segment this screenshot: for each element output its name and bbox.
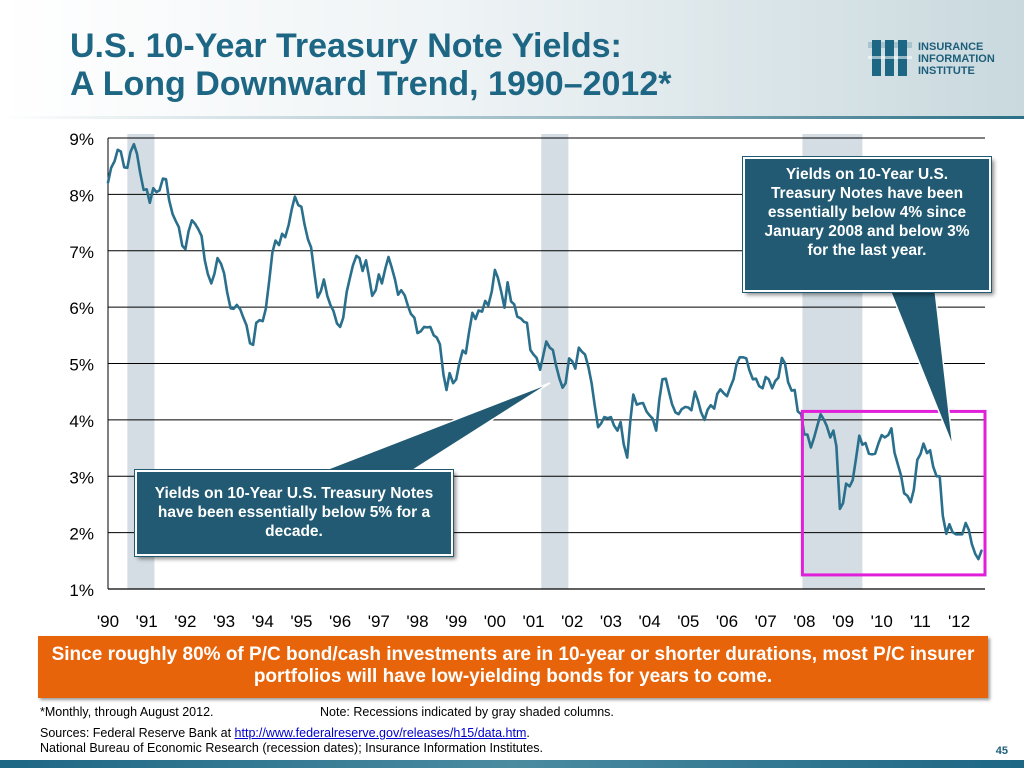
y-tick-label: 6% bbox=[69, 299, 94, 318]
yield-line bbox=[106, 142, 983, 561]
x-tick-label: '01 bbox=[522, 612, 544, 631]
x-tick-label: '04 bbox=[639, 612, 661, 631]
x-tick-label: '12 bbox=[948, 612, 970, 631]
conclusion-banner: Since roughly 80% of P/C bond/cash inves… bbox=[38, 636, 988, 698]
y-tick-label: 2% bbox=[69, 525, 94, 544]
y-tick-label: 4% bbox=[69, 412, 94, 431]
x-tick-label: '05 bbox=[677, 612, 699, 631]
sources-suffix: . bbox=[526, 726, 530, 740]
x-tick-label: '96 bbox=[329, 612, 351, 631]
federal-reserve-link[interactable]: http://www.federalreserve.gov/releases/h… bbox=[234, 726, 527, 740]
callout-decade: Yields on 10-Year U.S. Treasury Notes ha… bbox=[135, 470, 453, 556]
x-tick-label: '08 bbox=[793, 612, 815, 631]
y-tick-label: 3% bbox=[69, 468, 94, 487]
x-tick-label: '02 bbox=[561, 612, 583, 631]
logo-text-line2: INFORMATION bbox=[918, 53, 995, 65]
header-band bbox=[0, 0, 1024, 118]
x-tick-label: '11 bbox=[910, 612, 931, 631]
x-tick-label: '92 bbox=[174, 612, 196, 631]
x-tick-label: '00 bbox=[484, 612, 506, 631]
page-title: U.S. 10-Year Treasury Note Yields: bbox=[70, 27, 622, 65]
x-tick-label: '03 bbox=[600, 612, 622, 631]
x-tick-label: '09 bbox=[832, 612, 854, 631]
x-tick-label: '94 bbox=[252, 612, 274, 631]
x-tick-label: '10 bbox=[871, 612, 893, 631]
bottom-bar bbox=[0, 760, 1024, 768]
highlight-box bbox=[800, 409, 987, 577]
x-tick-label: '90 bbox=[97, 612, 119, 631]
callout-since-2008: Yields on 10-Year U.S. Treasury Notes ha… bbox=[743, 157, 991, 292]
callout-right-pointer bbox=[888, 289, 954, 448]
page-number: 45 bbox=[995, 745, 1008, 757]
footnote-sources: Sources: Federal Reserve Bank at http://… bbox=[40, 726, 530, 741]
x-tick-label: '06 bbox=[716, 612, 738, 631]
chart-highlight bbox=[800, 409, 987, 577]
chart-axes: 1% 2% 3% 4% 5% 6% 7% 8% 9% '90 '91 '92 '93 '94 '95 '96 '… bbox=[69, 130, 985, 631]
chart-series bbox=[106, 142, 983, 561]
y-tick-label: 9% bbox=[69, 130, 94, 149]
x-tick-label: '91 bbox=[136, 612, 158, 631]
x-tick-label: '97 bbox=[368, 612, 390, 631]
x-tick-label: '93 bbox=[213, 612, 235, 631]
y-tick-label: 7% bbox=[69, 243, 94, 262]
x-tick-label: '98 bbox=[406, 612, 428, 631]
iii-logo: INSURANCE INFORMATION INSTITUTE bbox=[868, 38, 1008, 82]
page-subtitle: A Long Downward Trend, 1990–2012* bbox=[70, 65, 672, 103]
y-tick-label: 1% bbox=[69, 581, 94, 600]
footnote-monthly: *Monthly, through August 2012. bbox=[40, 705, 214, 719]
sources-prefix: Sources: Federal Reserve Bank at bbox=[40, 726, 235, 740]
x-tick-label: '95 bbox=[290, 612, 312, 631]
footnote-nber: National Bureau of Economic Research (re… bbox=[40, 741, 544, 755]
iii-logo-icon bbox=[868, 40, 912, 76]
logo-text-line3: INSTITUTE bbox=[918, 65, 975, 77]
logo-text-line1: INSURANCE bbox=[918, 41, 984, 53]
callout-left-pointer bbox=[319, 382, 551, 473]
y-tick-label: 8% bbox=[69, 186, 94, 205]
x-tick-label: '99 bbox=[445, 612, 467, 631]
footnote-recessions: Note: Recessions indicated by gray shade… bbox=[320, 705, 614, 719]
y-tick-label: 5% bbox=[69, 356, 94, 375]
header-rule bbox=[0, 116, 1024, 119]
x-tick-label: '07 bbox=[755, 612, 777, 631]
